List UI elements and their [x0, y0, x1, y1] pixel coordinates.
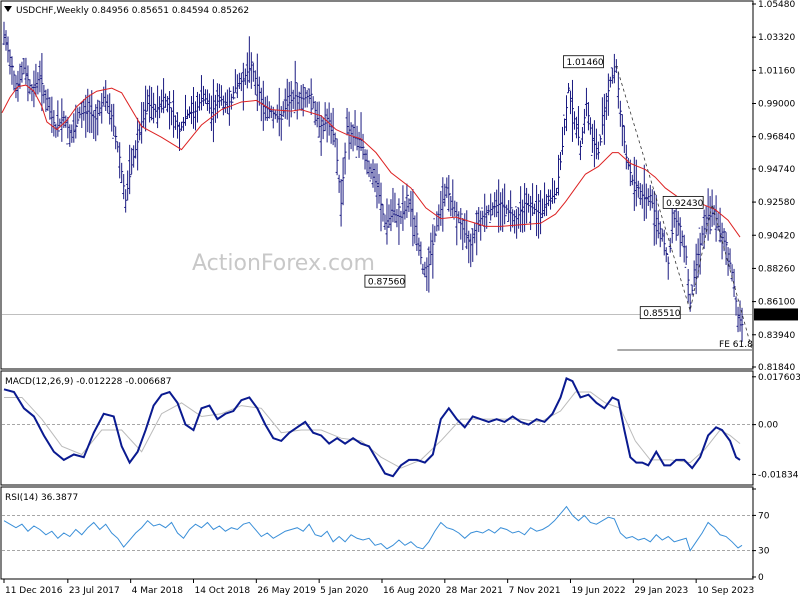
x-axis-label: 28 Mar 2021 — [446, 586, 503, 596]
price-annotation-box — [364, 274, 406, 288]
rsi-panel-frame — [0, 486, 754, 580]
price-annotation-box — [563, 55, 604, 69]
price-annotation-label: 0.92430 — [666, 199, 703, 209]
price-axis-label: 1.01160 — [758, 66, 795, 76]
x-axis-label: 16 Aug 2020 — [383, 586, 441, 596]
price-axis-label: 0.81840 — [758, 363, 795, 373]
x-axis-label: 4 Mar 2018 — [132, 586, 184, 596]
price-axis-label: 0.86100 — [758, 298, 795, 308]
price-axis-label: 0.83940 — [758, 331, 795, 341]
macd-axis-label: 0.017603 — [758, 373, 800, 383]
price-header: USDCHF,Weekly 0.84956 0.85651 0.84594 0.… — [4, 6, 249, 16]
x-axis-label: 29 Jan 2023 — [634, 586, 688, 596]
price-annotation-label: 0.87560 — [368, 278, 405, 288]
fib-label: FE 61.8 — [719, 340, 753, 350]
macd-panel-frame — [0, 370, 754, 486]
rsi-line — [3, 505, 743, 552]
price-axis-label: 0.94740 — [758, 165, 795, 175]
rsi-axis-label: 0 — [758, 573, 764, 583]
rsi-axis-label: 70 — [758, 511, 770, 521]
collapse-triangle-icon[interactable] — [4, 6, 12, 12]
price-axis-label: 0.99000 — [758, 100, 795, 110]
macd-layer — [2, 377, 752, 478]
price-axis-label: 1.03320 — [758, 33, 795, 43]
price-axis-label: 1.05480 — [758, 0, 795, 10]
price-annotation-box — [639, 306, 681, 320]
x-axis-label: 5 Jan 2020 — [320, 586, 368, 596]
x-axis-label: 19 Jun 2022 — [571, 586, 625, 596]
x-axis-label: 23 Jul 2017 — [69, 586, 120, 596]
rsi-axis-label: 30 — [758, 547, 770, 557]
projection-dashed-line — [615, 65, 753, 351]
macd-header-text: MACD(12,26,9) -0.012228 -0.006687 — [5, 377, 171, 387]
macd-axis-label: 0.00 — [758, 421, 778, 431]
price-axis-label: 0.88260 — [758, 264, 795, 274]
rsi-layer — [2, 505, 752, 552]
moving-average-line — [1, 84, 741, 238]
last-price-tag-label: 0.85262 — [757, 310, 794, 320]
x-axis-label: 26 May 2019 — [257, 586, 316, 596]
last-price-tag-bg — [754, 308, 798, 321]
price-annotation-box — [662, 195, 704, 209]
macd-signal-line — [3, 391, 741, 469]
macd-line — [3, 377, 741, 478]
x-axis-label: 11 Dec 2016 — [5, 586, 63, 596]
x-axis-label: 10 Sep 2023 — [697, 586, 754, 596]
price-axis-label: 0.96840 — [758, 133, 795, 143]
price-layer: 1.01460 0.87560 0.92430 0.85510 FE 61.8 — [1, 21, 753, 351]
watermark: ActionForex.com — [192, 251, 375, 276]
price-axis-label: 0.92580 — [758, 198, 795, 208]
x-axis-label: 14 Oct 2018 — [194, 586, 250, 596]
axis-layer: 1.05480 1.03320 1.01160 0.99000 0.96840 0.947… — [3, 0, 800, 596]
macd-axis-label: -0.01834 — [758, 470, 799, 480]
price-header-text: USDCHF,Weekly 0.84956 0.85651 0.84594 0.… — [16, 6, 249, 16]
x-axis-label: 7 Nov 2021 — [509, 586, 561, 596]
rsi-header-text: RSI(14) 36.3877 — [5, 493, 78, 503]
price-annotation-label: 0.85510 — [643, 309, 680, 319]
ohlc-bars — [2, 21, 744, 342]
price-annotation-label: 1.01460 — [566, 58, 603, 68]
price-axis-label: 0.90420 — [758, 231, 795, 241]
